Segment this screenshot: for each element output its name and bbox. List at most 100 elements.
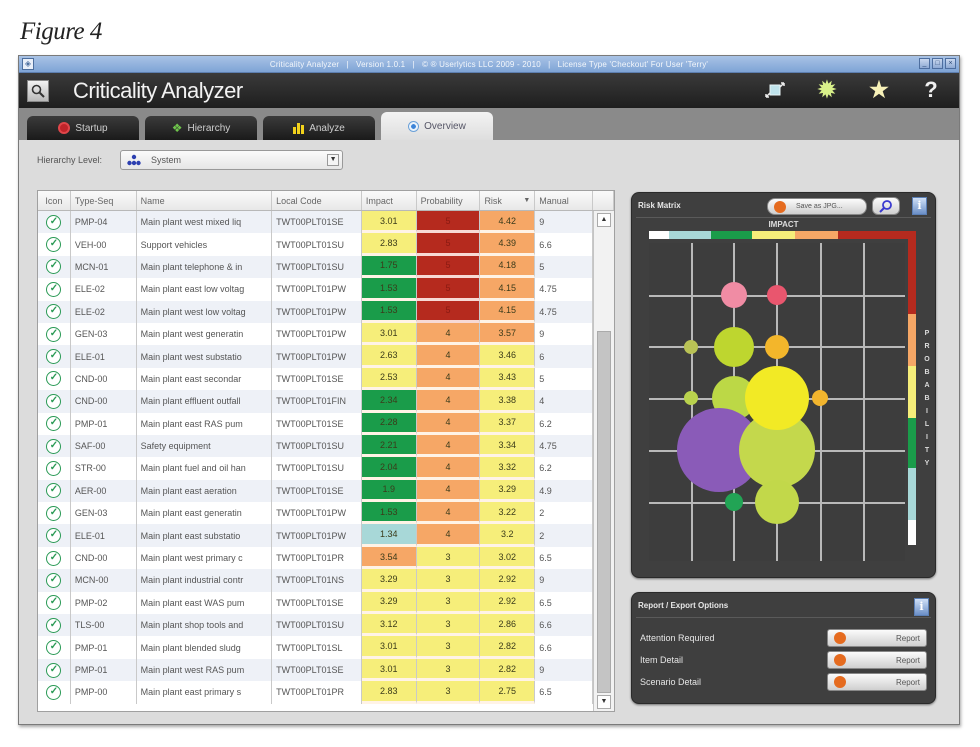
manual-cell: 6.6 <box>535 233 593 256</box>
tab-overview[interactable]: Overview <box>381 112 493 140</box>
risk-bubble[interactable] <box>684 391 698 405</box>
table-row[interactable]: ✓ MCN-00 Main plant industrial contr TWT00P… <box>38 569 593 592</box>
table-row[interactable]: ✓ STR-00 Main plant fuel and oil han TWT00P… <box>38 457 593 480</box>
risk-bubble[interactable] <box>812 390 828 406</box>
status-cell: ✓ <box>38 569 71 592</box>
scenario-detail-report-button[interactable]: Report <box>827 673 927 691</box>
table-row[interactable]: ✓ TLS-00 Main plant shop tools and TWT00PLT… <box>38 614 593 637</box>
table-row[interactable]: ✓ GEN-03 Main plant west generatin TWT00PLT… <box>38 322 593 346</box>
table-row[interactable]: ✓ VEH-00 Support vehicles TWT00PLT01SU 2.83 5… <box>38 233 593 256</box>
col-header-risk[interactable]: Risk ▼ <box>480 191 536 210</box>
save-as-jpg-button[interactable]: Save as JPG... <box>767 198 867 215</box>
tab-startup[interactable]: Startup <box>27 116 139 140</box>
impact-cell: 2.04 <box>361 457 417 480</box>
local-code-cell: TWT00PLT01PR <box>272 546 362 570</box>
manual-cell: 6.5 <box>535 546 593 570</box>
figure-caption: Figure 4 <box>20 18 102 45</box>
table-row[interactable]: ✓ ELE-02 Main plant west low voltag TWT00PL… <box>38 300 593 323</box>
status-cell: ✓ <box>38 614 71 637</box>
window-titlebar[interactable]: ◈ Criticality Analyzer | Version 1.0.1 |… <box>19 56 959 73</box>
type-seq-cell: CND-00 <box>71 546 137 570</box>
table-row[interactable]: ✓ PMP-04 Main plant west mixed liq TWT00PLT… <box>38 211 593 234</box>
table-row[interactable]: ✓ PMP-00 Main plant east primary s TWT00PLT… <box>38 681 593 704</box>
help-icon[interactable]: ? <box>924 77 938 102</box>
impact-cell: 2.63 <box>361 345 417 368</box>
search-button[interactable] <box>27 79 49 102</box>
table-row[interactable]: ✓ PMP-02 Main plant east WAS pum TWT00PLT01… <box>38 591 593 615</box>
local-code-cell: TWT00PLT01SU <box>272 434 362 458</box>
table-row[interactable]: ✓ SAF-00 Safety equipment TWT00PLT01SU 2.21 4… <box>38 434 593 458</box>
col-header-local-code[interactable]: Local Code <box>272 191 362 210</box>
close-button[interactable]: × <box>945 58 956 69</box>
risk-bubble[interactable] <box>765 335 789 359</box>
risk-bubble[interactable] <box>721 282 747 308</box>
risk-bubble[interactable] <box>745 366 809 430</box>
name-cell: Main plant west low voltag <box>137 300 273 323</box>
table-row[interactable]: ✓ ELE-01 Main plant east substatio TWT00PLT… <box>38 524 593 547</box>
risk-bubble[interactable] <box>767 285 787 305</box>
risk-matrix-chart[interactable] <box>649 243 905 561</box>
table-row[interactable]: ✓ CND-00 Main plant west primary c TWT00PLT… <box>38 546 593 570</box>
zoom-button[interactable] <box>872 197 900 215</box>
impact-cell: 2.21 <box>361 434 417 458</box>
col-header-icon[interactable]: Icon <box>38 191 71 210</box>
app-header: Criticality Analyzer ✹ ★ ? <box>19 73 959 108</box>
star-icon[interactable]: ★ <box>869 77 889 102</box>
table-row[interactable]: ✓ PMP-01 Main plant east RAS pum TWT00PLT01… <box>38 412 593 435</box>
risk-bubble[interactable] <box>714 327 754 367</box>
table-row[interactable]: ✓ CND-00 Main plant effluent outfall TWT00P… <box>38 390 593 413</box>
table-row[interactable]: ✓ GEN-03 Main plant east generatin TWT00PLT… <box>38 502 593 525</box>
tab-analyze[interactable]: Analyze <box>263 116 375 140</box>
col-header-name[interactable]: Name <box>137 191 273 210</box>
col-header-probability[interactable]: Probability <box>417 191 481 210</box>
risk-cell: 2.82 <box>480 658 536 682</box>
minimize-button[interactable]: _ <box>919 58 930 69</box>
maximize-button[interactable]: □ <box>932 58 943 69</box>
table-row[interactable]: ✓ PMP-01 Main plant blended sludg TWT00PLT0… <box>38 636 593 659</box>
risk-bubble[interactable] <box>684 340 698 354</box>
table-row[interactable]: ✓ AER-00 Main plant east aeration TWT00PLT0… <box>38 479 593 503</box>
table-scrollbar[interactable]: ▲ ▼ <box>593 211 614 711</box>
hierarchy-level-select[interactable]: System ▼ <box>120 150 344 170</box>
probability-scale-segment <box>908 231 916 314</box>
table-row[interactable]: ✓ CND-00 Main plant east secondar TWT00PLT0… <box>38 367 593 391</box>
fullscreen-icon[interactable] <box>763 78 787 102</box>
manual-cell: 6.2 <box>535 457 593 480</box>
name-cell: Main plant east secondar <box>137 367 273 391</box>
col-header-manual[interactable]: Manual <box>535 191 594 210</box>
scroll-up-button[interactable]: ▲ <box>597 213 611 227</box>
impact-scale <box>649 231 913 239</box>
criticality-table: Icon Type-Seq Name Local Code Impact Pro… <box>37 190 615 712</box>
col-header-type-seq[interactable]: Type-Seq <box>71 191 137 210</box>
probability-cell: 3 <box>416 658 481 682</box>
impact-scale-segment <box>669 231 711 239</box>
name-cell: Main plant telephone & in <box>137 255 273 279</box>
magnifier-icon <box>31 84 45 98</box>
probability-scale-segment <box>908 468 916 520</box>
manual-cell: 5 <box>535 367 593 391</box>
item-detail-report-button[interactable]: Report <box>827 651 927 669</box>
report-info-button[interactable]: i <box>914 598 929 616</box>
table-row[interactable]: ✓ MCN-01 Main plant telephone & in TWT00PLT… <box>38 255 593 279</box>
table-row[interactable]: ✓ ELE-01 Main plant west substatio TWT00PLT… <box>38 345 593 368</box>
risk-cell: 3.2 <box>480 524 536 547</box>
scroll-thumb[interactable] <box>597 331 611 693</box>
col-header-impact[interactable]: Impact <box>362 191 417 210</box>
attention-required-report-button[interactable]: Report <box>827 629 927 647</box>
table-row[interactable]: ✓ PMP-01 Main plant west RAS pum TWT00PLT01… <box>38 658 593 682</box>
tab-label: Hierarchy <box>187 122 231 134</box>
gear-icon[interactable]: ✹ <box>817 77 837 102</box>
impact-cell: 2.28 <box>361 412 417 435</box>
check-circle-icon: ✓ <box>46 438 62 454</box>
risk-matrix-info-button[interactable]: i <box>912 197 927 215</box>
tab-hierarchy[interactable]: ❖ Hierarchy <box>145 116 257 140</box>
check-circle-icon: ✓ <box>46 214 62 230</box>
risk-bubble[interactable] <box>755 480 799 524</box>
risk-bubble[interactable] <box>725 493 743 511</box>
local-code-cell: TWT00PLT01PW <box>272 345 362 368</box>
table-row[interactable]: ✓ ELE-02 Main plant east low voltag TWT00PL… <box>38 278 593 301</box>
dropdown-arrow-icon[interactable]: ▼ <box>327 154 340 166</box>
risk-cell: 3.22 <box>480 502 536 525</box>
scroll-down-button[interactable]: ▼ <box>597 695 611 709</box>
